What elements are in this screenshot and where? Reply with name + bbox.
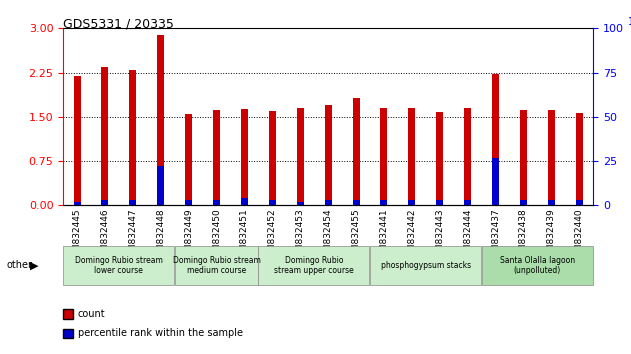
Bar <box>464 200 471 205</box>
Bar <box>436 112 443 205</box>
Bar <box>129 70 136 205</box>
Text: other: other <box>6 261 32 270</box>
Bar <box>241 109 248 205</box>
Text: phosphogypsum stacks: phosphogypsum stacks <box>380 261 471 270</box>
Bar <box>408 200 415 205</box>
Bar <box>408 108 415 205</box>
Bar <box>380 200 387 205</box>
Bar <box>324 105 332 205</box>
Text: Domingo Rubio stream
medium course: Domingo Rubio stream medium course <box>173 256 261 275</box>
Text: Domingo Rubio stream
lower course: Domingo Rubio stream lower course <box>75 256 163 275</box>
Text: Santa Olalla lagoon
(unpolluted): Santa Olalla lagoon (unpolluted) <box>500 256 575 275</box>
Bar <box>520 200 527 205</box>
Bar <box>575 200 582 205</box>
Bar <box>213 200 220 205</box>
Bar <box>492 74 499 205</box>
Bar <box>324 200 332 205</box>
Bar <box>492 158 499 205</box>
Bar <box>269 200 276 205</box>
Bar <box>297 108 304 205</box>
Bar <box>464 108 471 205</box>
Bar <box>241 198 248 205</box>
Bar <box>185 114 192 205</box>
Bar <box>575 113 582 205</box>
Text: GDS5331 / 20335: GDS5331 / 20335 <box>63 18 174 31</box>
Text: count: count <box>78 309 105 319</box>
Bar <box>213 110 220 205</box>
Text: ▶: ▶ <box>30 261 39 270</box>
Bar <box>185 200 192 205</box>
Bar <box>129 200 136 205</box>
Bar <box>436 200 443 205</box>
Bar <box>102 67 109 205</box>
Bar <box>353 200 360 205</box>
Text: percentile rank within the sample: percentile rank within the sample <box>78 329 242 338</box>
Bar <box>269 111 276 205</box>
Bar <box>380 108 387 205</box>
Text: 100%: 100% <box>628 17 631 27</box>
Bar <box>74 75 81 205</box>
Bar <box>74 202 81 205</box>
Bar <box>548 110 555 205</box>
Bar <box>157 166 164 205</box>
Bar <box>520 110 527 205</box>
Bar <box>548 200 555 205</box>
Bar <box>353 98 360 205</box>
Bar <box>157 35 164 205</box>
Text: Domingo Rubio
stream upper course: Domingo Rubio stream upper course <box>274 256 354 275</box>
Bar <box>297 202 304 205</box>
Bar <box>102 200 109 205</box>
